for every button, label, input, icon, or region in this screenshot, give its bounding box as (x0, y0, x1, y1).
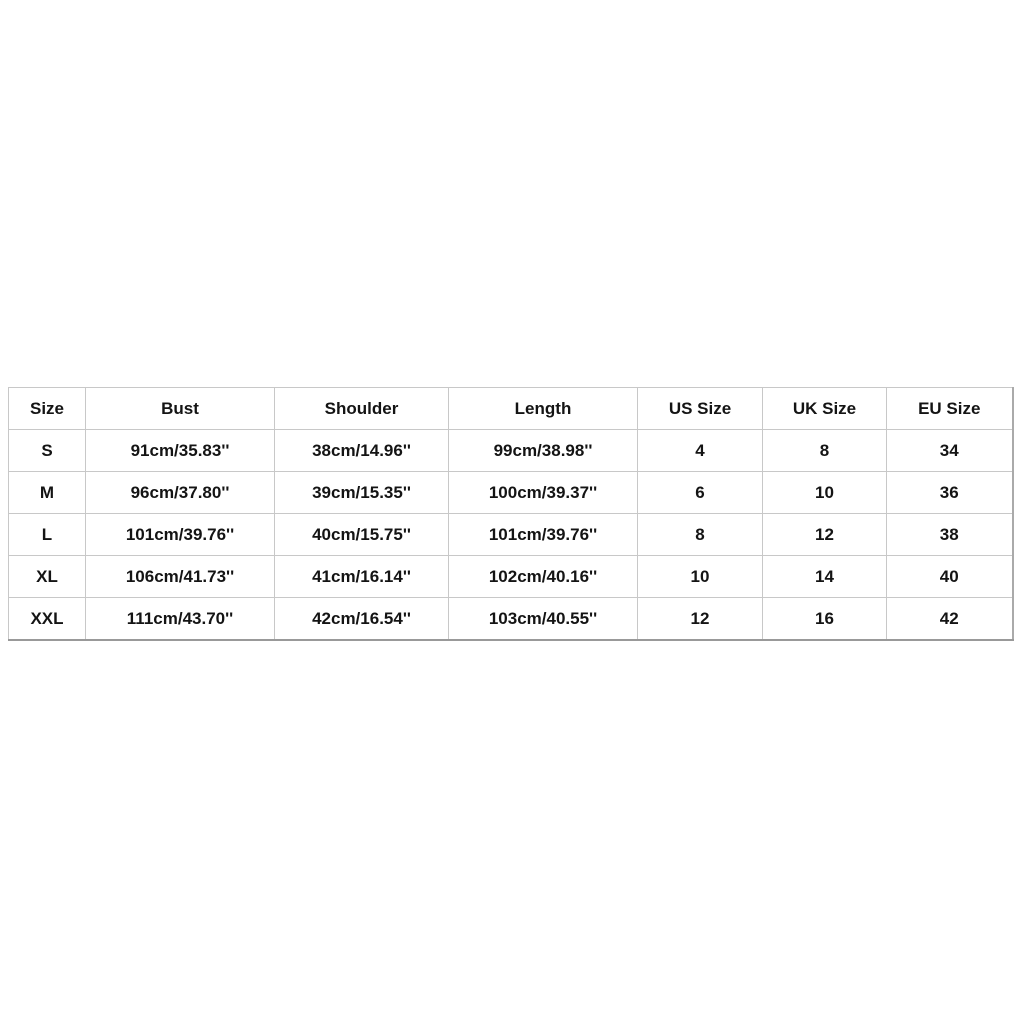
table-cell: XL (8, 555, 86, 598)
table-cell: 42cm/16.54'' (274, 597, 449, 641)
table-cell: 10 (637, 555, 763, 598)
table-row: M 96cm/37.80'' 39cm/15.35'' 100cm/39.37'' 6 1… (8, 471, 1013, 514)
table-cell: 41cm/16.14'' (274, 555, 449, 598)
table-row: L 101cm/39.76'' 40cm/15.75'' 101cm/39.76'' 8… (8, 513, 1013, 556)
table-cell: 99cm/38.98'' (448, 429, 638, 472)
table-cell: 38cm/14.96'' (274, 429, 449, 472)
table-cell: 8 (637, 513, 763, 556)
table-cell: 106cm/41.73'' (85, 555, 275, 598)
table-cell: 100cm/39.37'' (448, 471, 638, 514)
table-cell: M (8, 471, 86, 514)
table-cell: 39cm/15.35'' (274, 471, 449, 514)
table-row: XXL 111cm/43.70'' 42cm/16.54'' 103cm/40.55'… (8, 597, 1013, 641)
table-cell: 91cm/35.83'' (85, 429, 275, 472)
table-cell: 40 (886, 555, 1013, 598)
table-cell: L (8, 513, 86, 556)
table-cell: 8 (762, 429, 887, 472)
column-header: Size (8, 387, 86, 430)
table-cell: 34 (886, 429, 1013, 472)
header-row: Size Bust Shoulder Length US Size UK Size EU S… (8, 387, 1013, 430)
column-header: Shoulder (274, 387, 449, 430)
table-cell: 12 (762, 513, 887, 556)
table-cell: 40cm/15.75'' (274, 513, 449, 556)
column-header: US Size (637, 387, 763, 430)
table-cell: 4 (637, 429, 763, 472)
table-cell: 38 (886, 513, 1013, 556)
column-header: UK Size (762, 387, 887, 430)
table-cell: 102cm/40.16'' (448, 555, 638, 598)
column-header: Length (448, 387, 638, 430)
table-cell: 12 (637, 597, 763, 641)
table-cell: 14 (762, 555, 887, 598)
table-cell: 96cm/37.80'' (85, 471, 275, 514)
table-cell: S (8, 429, 86, 472)
column-header: Bust (85, 387, 275, 430)
table-cell: 36 (886, 471, 1013, 514)
table-cell: 16 (762, 597, 887, 641)
table-cell: 111cm/43.70'' (85, 597, 275, 641)
table-row: XL 106cm/41.73'' 41cm/16.14'' 102cm/40.16''… (8, 555, 1013, 598)
table-row: S 91cm/35.83'' 38cm/14.96'' 99cm/38.98'' 4 8 3… (8, 429, 1013, 472)
size-chart-table: Size Bust Shoulder Length US Size UK Size EU S… (8, 387, 1014, 641)
table-cell: XXL (8, 597, 86, 641)
column-header: EU Size (886, 387, 1013, 430)
table-cell: 103cm/40.55'' (448, 597, 638, 641)
table-cell: 101cm/39.76'' (448, 513, 638, 556)
table-cell: 10 (762, 471, 887, 514)
table-cell: 6 (637, 471, 763, 514)
table-cell: 42 (886, 597, 1013, 641)
table-cell: 101cm/39.76'' (85, 513, 275, 556)
